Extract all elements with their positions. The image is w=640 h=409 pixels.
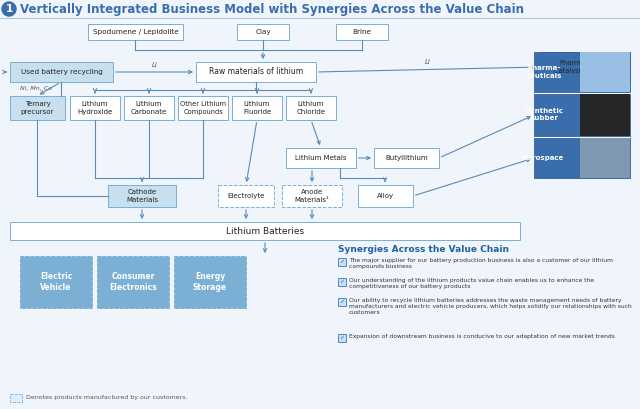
Bar <box>534 94 630 136</box>
Text: Cathode
Materials: Cathode Materials <box>126 189 158 203</box>
Text: Brine: Brine <box>353 29 371 35</box>
Circle shape <box>2 2 16 16</box>
Bar <box>97 256 169 308</box>
Text: Synthetic
Rubber: Synthetic Rubber <box>525 108 563 121</box>
Bar <box>218 185 274 207</box>
Text: Our ability to recycle lithium batteries addresses the waste management needs of: Our ability to recycle lithium batteries… <box>349 298 632 315</box>
Text: Expansion of downstream business is conducive to our adaptation of new market tr: Expansion of downstream business is cond… <box>349 334 615 339</box>
Bar <box>10 96 65 120</box>
Text: Li: Li <box>425 59 431 65</box>
Bar <box>10 62 113 82</box>
Bar <box>124 96 174 120</box>
Text: Electric
Vehicle: Electric Vehicle <box>40 272 72 292</box>
Text: Lithium
Carbonate: Lithium Carbonate <box>131 101 167 115</box>
Bar <box>88 24 183 40</box>
Text: Vertically Integrated Business Model with Synergies Across the Value Chain: Vertically Integrated Business Model wit… <box>20 2 524 16</box>
Bar <box>336 24 388 40</box>
Bar <box>374 148 439 168</box>
Text: Our understanding of the lithium products value chain enables us to enhance the : Our understanding of the lithium product… <box>349 278 594 289</box>
Text: Anode
Materials¹: Anode Materials¹ <box>294 189 330 203</box>
Bar <box>70 96 120 120</box>
Text: Lithium
Hydroxide: Lithium Hydroxide <box>77 101 113 115</box>
Text: ✓: ✓ <box>339 335 344 341</box>
Text: Other Lithium
Compounds: Other Lithium Compounds <box>180 101 226 115</box>
Bar <box>174 256 246 308</box>
Text: 1: 1 <box>5 4 13 14</box>
Text: Clay: Clay <box>255 29 271 35</box>
Bar <box>338 278 346 286</box>
Text: Lithium
Chloride: Lithium Chloride <box>296 101 326 115</box>
Text: Ni, Mn, Co: Ni, Mn, Co <box>20 86 52 91</box>
Bar <box>358 185 413 207</box>
Text: The major supplier for our battery production business is also a customer of our: The major supplier for our battery produ… <box>349 258 613 269</box>
Text: Raw materials of lithium: Raw materials of lithium <box>209 67 303 76</box>
Bar <box>232 96 282 120</box>
Text: Aerospace: Aerospace <box>524 155 564 161</box>
Bar <box>534 138 630 178</box>
Bar <box>286 96 336 120</box>
Text: Spodumene / Lepidolite: Spodumene / Lepidolite <box>93 29 179 35</box>
Text: Butyllithium: Butyllithium <box>385 155 428 161</box>
Text: Pharmaceutical
Catalyst Recycling: Pharmaceutical Catalyst Recycling <box>554 60 616 74</box>
Text: ✓: ✓ <box>339 279 344 285</box>
Text: Lithium Metals: Lithium Metals <box>295 155 347 161</box>
Text: Pharma-
ceuticals: Pharma- ceuticals <box>526 65 562 79</box>
Bar <box>10 394 22 402</box>
Text: Lithium
Fluoride: Lithium Fluoride <box>243 101 271 115</box>
Bar <box>286 148 356 168</box>
Bar <box>540 52 630 82</box>
Bar <box>10 222 520 240</box>
Bar <box>237 24 289 40</box>
Text: Denotes products manufactured by our customers.: Denotes products manufactured by our cus… <box>26 396 188 400</box>
Bar <box>282 185 342 207</box>
Bar <box>20 256 92 308</box>
Bar <box>108 185 176 207</box>
Bar <box>338 334 346 342</box>
Text: Used battery recycling: Used battery recycling <box>20 69 102 75</box>
Bar <box>338 258 346 266</box>
Bar <box>178 96 228 120</box>
Text: Alloy: Alloy <box>377 193 394 199</box>
Text: Ternary
precursor: Ternary precursor <box>21 101 54 115</box>
Text: Lithium Batteries: Lithium Batteries <box>226 227 304 236</box>
Text: Energy
Storage: Energy Storage <box>193 272 227 292</box>
Bar <box>534 52 630 92</box>
Bar <box>196 62 316 82</box>
Text: ✓: ✓ <box>339 299 344 304</box>
Text: Li: Li <box>152 62 158 68</box>
Text: ✓: ✓ <box>339 259 344 265</box>
Bar <box>338 298 346 306</box>
Text: Electrolyte: Electrolyte <box>227 193 265 199</box>
Text: Consumer
Electronics: Consumer Electronics <box>109 272 157 292</box>
Text: Synergies Across the Value Chain: Synergies Across the Value Chain <box>338 245 509 254</box>
